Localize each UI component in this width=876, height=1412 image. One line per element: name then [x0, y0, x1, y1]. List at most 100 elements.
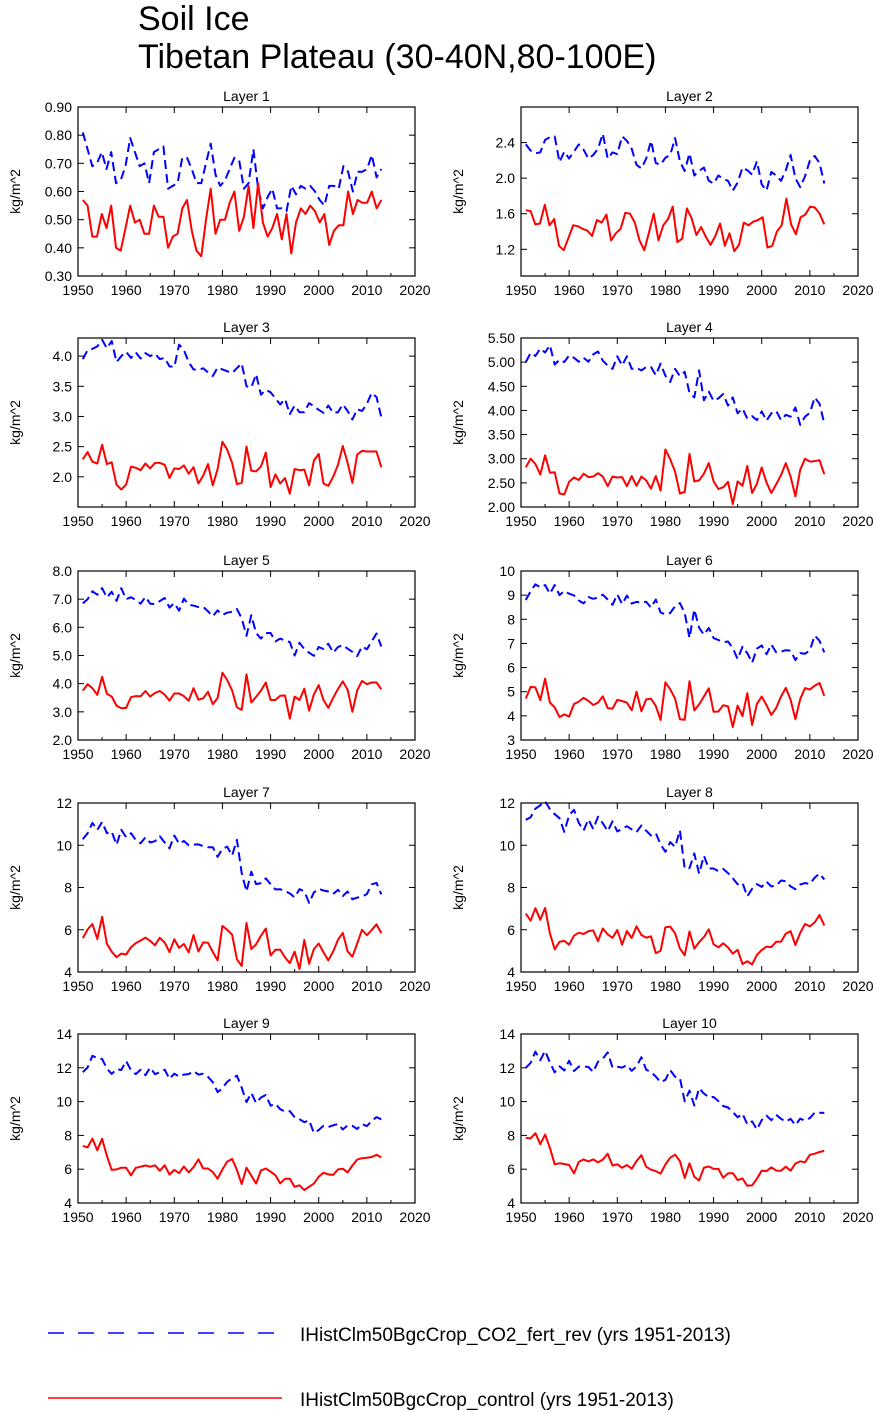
- panel-9: Layer 9 kg/m^2 1950 1960 1970 1980 1990 2000 201…: [7, 1015, 431, 1225]
- x-tick-label: 2010: [794, 978, 825, 994]
- x-tick-label: 2020: [399, 1209, 430, 1225]
- panel-title: Layer 4: [666, 319, 713, 335]
- x-tick-label: 2020: [399, 746, 430, 762]
- x-tick-label: 2010: [351, 978, 382, 994]
- plot-frame: [520, 337, 859, 508]
- x-tick-label: 1990: [698, 978, 729, 994]
- y-axis-label: kg/m^2: [7, 169, 23, 214]
- y-tick-label: 4.50: [488, 378, 515, 394]
- x-tick-label: 1980: [207, 746, 238, 762]
- x-tick-label: 1970: [602, 978, 633, 994]
- x-tick-label: 1950: [505, 746, 536, 762]
- y-axis-label: kg/m^2: [450, 400, 466, 445]
- y-tick-label: 4.00: [488, 402, 515, 418]
- y-tick-label: 5.00: [488, 354, 515, 370]
- plot-frame: [77, 570, 416, 741]
- x-tick-label: 1950: [505, 513, 536, 529]
- y-tick-label: 0.60: [45, 184, 72, 200]
- series-line-control: [81, 915, 383, 970]
- y-tick-label: 12: [499, 795, 515, 811]
- y-tick-label: 3.50: [488, 427, 515, 443]
- panel-1: Layer 1 kg/m^2 1950 1960 1970 1980 1990 2000 201…: [7, 88, 431, 298]
- legend: IHistClm50BgcCrop_CO2_fert_rev (yrs 1951…: [48, 1325, 731, 1411]
- series-line-fert-rev: [82, 821, 383, 904]
- y-tick-label: 10: [499, 1094, 515, 1110]
- y-tick-label: 7.0: [53, 591, 73, 607]
- panel-title: Layer 5: [223, 552, 270, 568]
- x-tick-label: 1970: [159, 746, 190, 762]
- x-tick-label: 2010: [794, 513, 825, 529]
- y-tick-label: 8.0: [53, 563, 73, 579]
- y-axis-label: kg/m^2: [7, 865, 23, 910]
- x-tick-label: 2000: [746, 1209, 777, 1225]
- y-tick-label: 3.5: [53, 378, 73, 394]
- x-tick-label: 1970: [602, 513, 633, 529]
- series-line-fert-rev: [525, 132, 826, 192]
- x-tick-label: 2000: [303, 746, 334, 762]
- x-tick-label: 1970: [602, 282, 633, 298]
- y-tick-label: 1.2: [496, 241, 516, 257]
- panel-title: Layer 8: [666, 784, 713, 800]
- panel-8: Layer 8 kg/m^2 1950 1960 1970 1980 1990 2000 201…: [450, 784, 874, 994]
- x-tick-label: 1950: [62, 978, 93, 994]
- panel-grid: Layer 1 kg/m^2 1950 1960 1970 1980 1990 2000 201…: [7, 88, 874, 1225]
- y-tick-label: 2.0: [496, 170, 516, 186]
- x-tick-label: 2020: [842, 746, 873, 762]
- series-line-fert-rev: [81, 132, 383, 213]
- x-tick-label: 2010: [351, 513, 382, 529]
- x-tick-label: 1970: [602, 746, 633, 762]
- y-tick-label: 7: [507, 635, 515, 651]
- y-tick-label: 0.30: [45, 268, 72, 284]
- x-tick-label: 1960: [111, 1209, 142, 1225]
- panel-title: Layer 6: [666, 552, 713, 568]
- x-tick-label: 1980: [650, 1209, 681, 1225]
- x-tick-label: 1970: [159, 282, 190, 298]
- y-tick-label: 12: [56, 1060, 72, 1076]
- x-tick-label: 1980: [650, 282, 681, 298]
- x-tick-label: 2010: [794, 746, 825, 762]
- x-tick-label: 2010: [351, 282, 382, 298]
- y-tick-label: 10: [499, 837, 515, 853]
- y-tick-label: 4: [507, 708, 515, 724]
- x-tick-label: 2000: [746, 282, 777, 298]
- series-line-control: [81, 671, 383, 720]
- x-tick-label: 1970: [159, 1209, 190, 1225]
- y-tick-label: 0.80: [45, 127, 72, 143]
- x-tick-label: 1990: [255, 1209, 286, 1225]
- x-tick-label: 2000: [303, 282, 334, 298]
- x-tick-label: 2000: [746, 513, 777, 529]
- x-tick-label: 2000: [746, 978, 777, 994]
- y-tick-label: 3.0: [53, 704, 73, 720]
- y-tick-label: 0.70: [45, 155, 72, 171]
- x-tick-label: 1960: [111, 282, 142, 298]
- series-line-control: [524, 677, 826, 728]
- x-tick-label: 2020: [842, 282, 873, 298]
- x-tick-label: 2010: [794, 282, 825, 298]
- y-tick-label: 4.0: [53, 348, 73, 364]
- series-line-fert-rev: [525, 1049, 825, 1131]
- plot-frame: [520, 802, 859, 973]
- x-tick-label: 1990: [255, 282, 286, 298]
- y-tick-label: 6: [507, 1161, 515, 1177]
- y-tick-label: 5.0: [53, 648, 73, 664]
- plot-frame: [77, 337, 416, 508]
- x-tick-label: 2000: [303, 978, 334, 994]
- x-tick-label: 2020: [399, 978, 430, 994]
- x-tick-label: 1960: [554, 282, 585, 298]
- x-tick-label: 1970: [159, 978, 190, 994]
- series-line-control: [82, 182, 383, 258]
- x-tick-label: 2010: [794, 1209, 825, 1225]
- panel-title: Layer 1: [223, 88, 270, 104]
- y-axis-label: kg/m^2: [7, 400, 23, 445]
- x-tick-label: 1950: [505, 978, 536, 994]
- y-tick-label: 12: [499, 1060, 515, 1076]
- y-tick-label: 10: [56, 837, 72, 853]
- y-axis-label: kg/m^2: [450, 169, 466, 214]
- x-tick-label: 1950: [505, 282, 536, 298]
- y-tick-label: 0.50: [45, 212, 72, 228]
- x-tick-label: 1980: [207, 513, 238, 529]
- series-line-control: [524, 448, 826, 506]
- x-tick-label: 1960: [554, 513, 585, 529]
- y-tick-label: 4: [507, 1195, 515, 1211]
- series-line-fert-rev: [524, 344, 826, 426]
